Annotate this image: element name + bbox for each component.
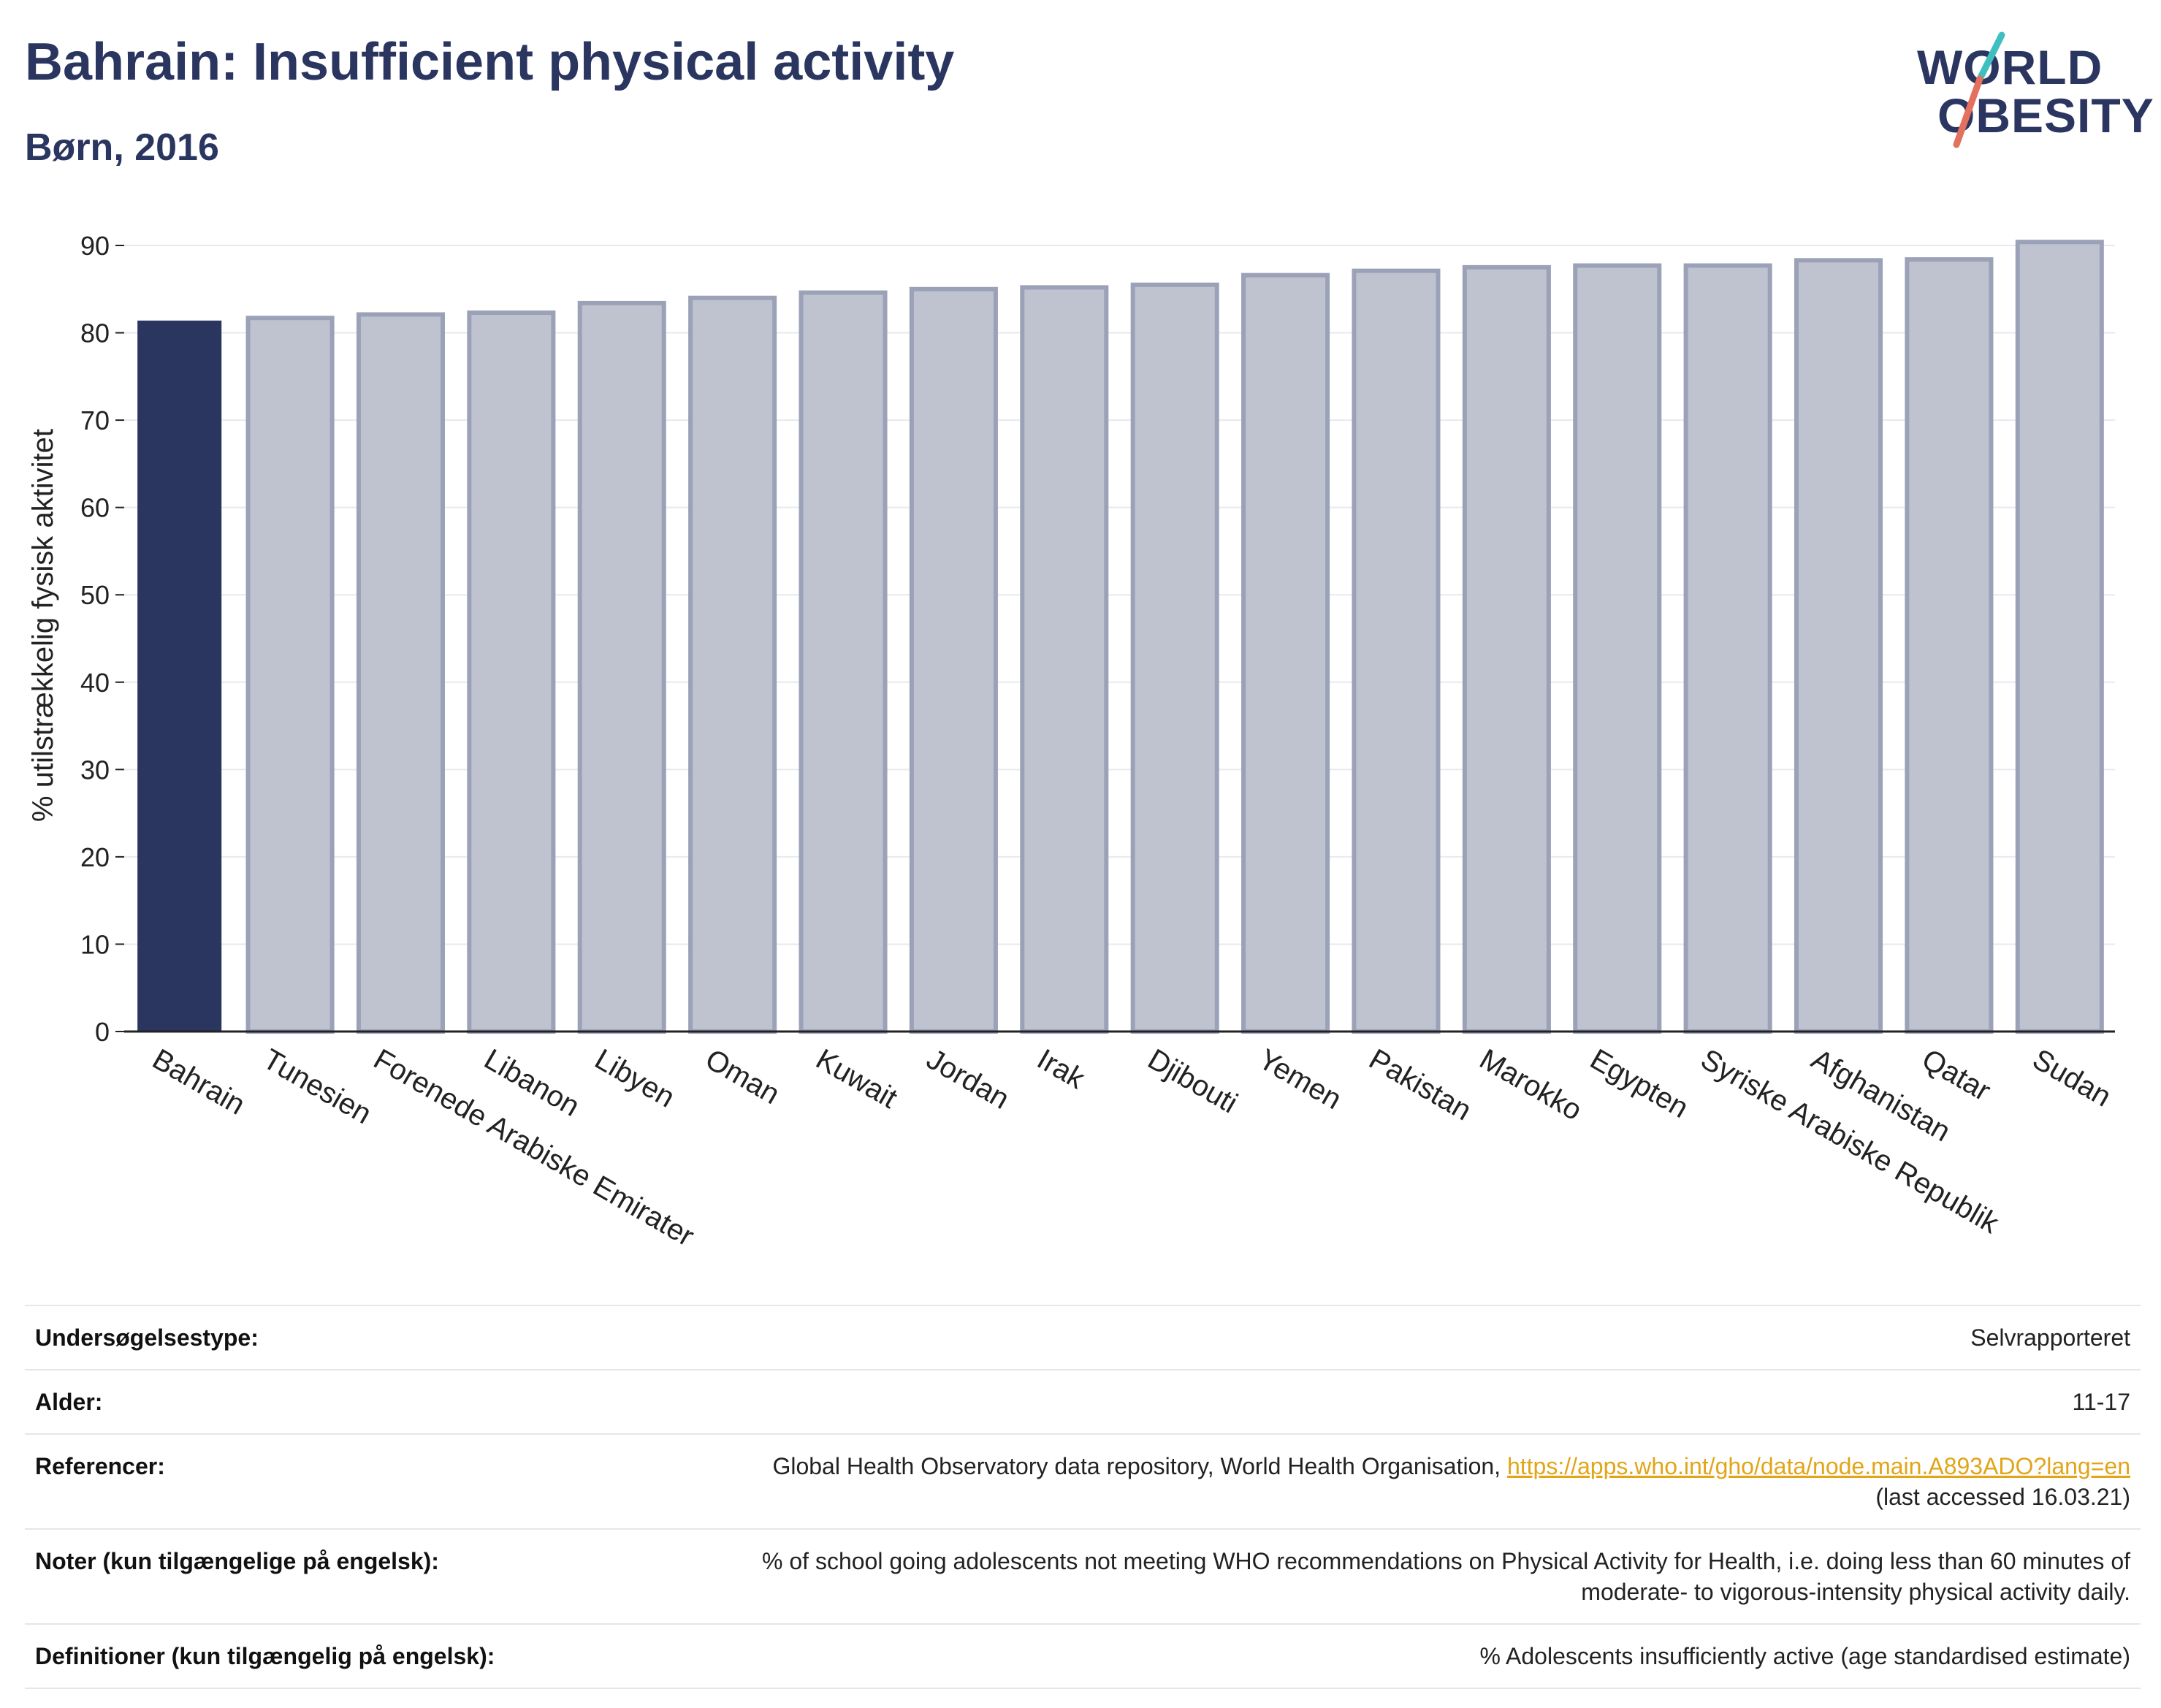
y-tick-label: 0 <box>95 1017 110 1047</box>
x-tick-label: Qatar <box>1916 1043 1996 1107</box>
bar-afghanistan <box>1794 258 1883 1034</box>
info-value: Global Health Observatory data repositor… <box>568 1433 2141 1529</box>
bar-oman <box>688 295 777 1034</box>
info-value: % Adolescents insufficiently active (age… <box>568 1623 2141 1689</box>
x-tick-label: Bahrain <box>147 1043 250 1121</box>
bar-kuwait <box>799 290 888 1034</box>
y-axis-title: % utilstrækkelig fysisk aktivitet <box>27 429 59 822</box>
y-tick-label: 50 <box>80 580 110 610</box>
logo-line-1: WORLD <box>1917 40 2103 94</box>
bar-forenede-arabiske-emirater <box>356 312 446 1034</box>
bar-yemen <box>1241 272 1330 1034</box>
bar-libanon <box>467 310 556 1034</box>
bar-sudan <box>2015 240 2104 1034</box>
x-tick-label: Oman <box>700 1043 785 1111</box>
y-tick-label: 20 <box>80 842 110 872</box>
info-label: Definitioner (kun tilgængelig på engelsk… <box>25 1623 569 1689</box>
x-tick-label: Kuwait <box>811 1043 903 1115</box>
bars <box>137 240 2104 1034</box>
reference-accessed: (last accessed 16.03.21) <box>1875 1484 2130 1510</box>
bar-jordan <box>909 286 998 1034</box>
bar-irak <box>1020 285 1109 1034</box>
info-label: Referencer: <box>25 1433 569 1529</box>
info-value: % of school going adolescents not meetin… <box>568 1528 2141 1624</box>
x-tick-label: Pakistan <box>1363 1043 1476 1127</box>
info-row-references: Referencer: Global Health Observatory da… <box>25 1433 2141 1529</box>
y-tick-label: 40 <box>80 668 110 698</box>
page-title: Bahrain: Insufficient physical activity <box>25 33 955 91</box>
x-tick-label: Tunesien <box>258 1043 377 1131</box>
x-tick-label: Libyen <box>590 1043 680 1114</box>
y-tick-label: 90 <box>80 231 110 261</box>
page-subtitle: Børn, 2016 <box>25 126 219 169</box>
y-axis-ticks: 0 10 20 30 40 50 60 70 80 90 <box>80 231 124 1047</box>
notes-text-2: moderate- to vigorous-intensity physical… <box>1581 1579 2130 1605</box>
y-tick-label: 60 <box>80 493 110 523</box>
info-row-definitions: Definitioner (kun tilgængelig på engelsk… <box>25 1623 2141 1689</box>
bar-syriske-arabiske-republik <box>1683 263 1772 1034</box>
bar-qatar <box>1905 257 1994 1034</box>
x-tick-label: Marokko <box>1474 1043 1588 1127</box>
y-tick-label: 70 <box>80 405 110 435</box>
y-tick-label: 10 <box>80 929 110 959</box>
info-table: Undersøgelsestype: Selvrapporteret Alder… <box>25 1305 2141 1689</box>
bar-pakistan <box>1352 268 1441 1034</box>
x-tick-label: Djibouti <box>1143 1043 1243 1120</box>
bar-djibouti <box>1130 282 1219 1034</box>
x-tick-label: Egypten <box>1585 1043 1693 1124</box>
bar-libyen <box>577 300 666 1034</box>
info-value: Selvrapporteret <box>568 1305 2141 1370</box>
info-label: Alder: <box>25 1369 569 1434</box>
bar-egypten <box>1573 263 1662 1034</box>
world-obesity-logo: WORLD OBESITY <box>1899 15 2154 161</box>
x-tick-label: Sudan <box>2027 1043 2116 1113</box>
x-tick-label: Jordan <box>921 1043 1015 1116</box>
bar-chart: 0 10 20 30 40 50 60 70 80 90 Bahrain TunesienForen… <box>27 231 2116 1253</box>
y-tick-label: 80 <box>80 319 110 348</box>
bar-bahrain <box>137 320 222 1032</box>
x-tick-label: Irak <box>1032 1043 1091 1096</box>
notes-text-1: % of school going adolescents not meetin… <box>762 1548 2130 1574</box>
bar-marokko <box>1462 264 1551 1034</box>
grid-lines <box>124 245 2115 945</box>
info-row-notes: Noter (kun tilgængelige på engelsk): % o… <box>25 1528 2141 1624</box>
info-label: Noter (kun tilgængelige på engelsk): <box>25 1528 569 1624</box>
info-label: Undersøgelsestype: <box>25 1305 569 1370</box>
info-row-survey-type: Undersøgelsestype: Selvrapporteret <box>25 1305 2141 1370</box>
info-row-age: Alder: 11-17 <box>25 1369 2141 1434</box>
x-tick-label: Yemen <box>1253 1043 1347 1116</box>
info-value: 11-17 <box>568 1369 2141 1434</box>
bar-tunesien <box>245 316 335 1034</box>
y-tick-label: 30 <box>80 755 110 785</box>
reference-text: Global Health Observatory data repositor… <box>772 1453 1501 1479</box>
reference-link[interactable]: https://apps.who.int/gho/data/node.main.… <box>1506 1453 2130 1479</box>
logo-slash-icon <box>1953 31 2005 148</box>
